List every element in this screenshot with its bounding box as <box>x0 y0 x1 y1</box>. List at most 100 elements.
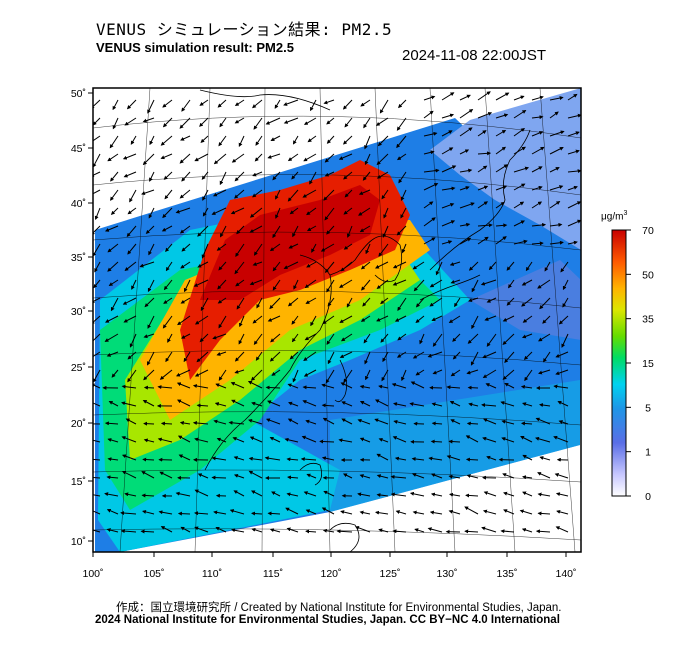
wind-arrow <box>300 457 317 462</box>
wind-arrow <box>217 279 227 290</box>
wind-arrow <box>251 401 263 407</box>
wind-arrow <box>521 528 533 533</box>
wind-arrow <box>288 243 299 249</box>
lon-tick-label: 125˚ <box>379 568 400 580</box>
wind-arrow <box>378 437 389 443</box>
wind-arrow <box>502 473 515 479</box>
wind-arrow <box>549 222 563 227</box>
wind-arrow <box>414 528 425 533</box>
wind-arrow <box>104 225 119 232</box>
wind-arrow <box>143 438 155 443</box>
wind-arrow <box>549 201 561 209</box>
wind-arrow <box>326 225 335 235</box>
wind-arrow <box>265 418 281 425</box>
wind-arrow <box>310 315 317 327</box>
wind-arrow <box>394 315 407 322</box>
wind-arrow <box>239 315 245 328</box>
wind-arrow <box>93 117 101 126</box>
wind-arrow <box>410 381 425 389</box>
wind-arrow <box>375 117 389 126</box>
wind-arrow <box>359 401 371 407</box>
wind-arrow <box>521 297 533 307</box>
wind-arrow <box>106 351 119 357</box>
wind-arrow <box>359 437 371 443</box>
wind-arrow <box>468 261 479 271</box>
wind-arrow <box>340 261 353 272</box>
lat-tick-label: 15˚ <box>71 476 86 488</box>
wind-arrow <box>287 297 299 307</box>
wind-arrow <box>234 369 245 374</box>
wind-arrow <box>93 243 101 257</box>
wind-arrow <box>142 510 155 515</box>
wind-arrow <box>286 492 299 497</box>
wind-arrow <box>484 315 497 321</box>
wind-arrow <box>364 153 371 166</box>
wind-arrow <box>423 237 436 245</box>
title-english: VENUS simulation result: PM2.5 <box>96 40 294 55</box>
wind-arrow <box>160 526 173 533</box>
wind-arrow <box>143 369 155 381</box>
wind-arrow <box>175 207 191 214</box>
wind-arrow <box>531 95 544 101</box>
wind-arrow <box>293 135 299 145</box>
wind-arrow <box>194 153 209 162</box>
wind-arrow <box>283 117 299 124</box>
wind-arrow <box>306 225 317 232</box>
wind-arrow <box>265 385 281 390</box>
wind-arrow <box>264 456 281 461</box>
wind-arrow <box>485 383 497 389</box>
wind-arrow <box>567 169 581 174</box>
wind-arrow <box>555 351 569 358</box>
wind-arrow <box>503 509 515 515</box>
wind-arrow <box>521 333 533 339</box>
wind-arrow <box>112 99 119 111</box>
wind-arrow <box>346 297 353 308</box>
wind-arrow <box>427 527 443 533</box>
wind-arrow <box>522 315 533 323</box>
wind-arrow <box>250 369 263 381</box>
wind-arrow <box>125 418 137 425</box>
wind-arrow <box>535 417 551 425</box>
wind-arrow <box>431 315 443 322</box>
wind-arrow <box>506 261 515 271</box>
wind-arrow <box>142 457 155 462</box>
wind-arrow <box>292 369 299 383</box>
wind-arrow <box>212 333 227 340</box>
wind-arrow <box>486 333 497 347</box>
wind-arrow <box>194 437 209 443</box>
wind-arrow <box>363 117 371 129</box>
wind-arrow <box>219 171 227 186</box>
wind-arrow <box>287 189 299 202</box>
wind-arrow <box>271 369 281 376</box>
wind-arrow <box>142 117 155 123</box>
wind-arrow <box>159 471 173 479</box>
wind-arrow <box>121 454 137 461</box>
wind-arrow <box>380 333 389 343</box>
wind-arrow <box>553 435 569 443</box>
colorbar-tick-label: 0 <box>645 491 651 503</box>
wind-arrow <box>375 399 389 407</box>
colorbar-tick-label: 35 <box>642 314 654 326</box>
wind-arrow <box>234 189 245 199</box>
wind-arrow <box>412 473 425 479</box>
wind-arrow <box>253 117 263 130</box>
wind-arrow <box>323 189 335 201</box>
wind-arrow <box>392 529 407 534</box>
wind-arrow <box>284 437 299 443</box>
wind-arrow <box>359 510 371 515</box>
wind-arrow <box>311 243 317 253</box>
wind-arrow <box>390 492 407 497</box>
wind-arrow <box>234 99 245 107</box>
wind-arrow <box>567 240 578 245</box>
wind-arrow <box>143 421 155 426</box>
wind-arrow <box>107 153 119 162</box>
lat-tick-label: 30˚ <box>71 306 86 318</box>
wind-arrow <box>248 418 263 425</box>
wind-arrow <box>272 279 281 291</box>
wind-arrow <box>129 333 137 348</box>
wind-arrow <box>180 261 191 269</box>
wind-arrow <box>415 315 425 324</box>
wind-arrow <box>358 189 371 195</box>
wind-arrow <box>217 297 227 304</box>
wind-arrow <box>392 436 407 443</box>
